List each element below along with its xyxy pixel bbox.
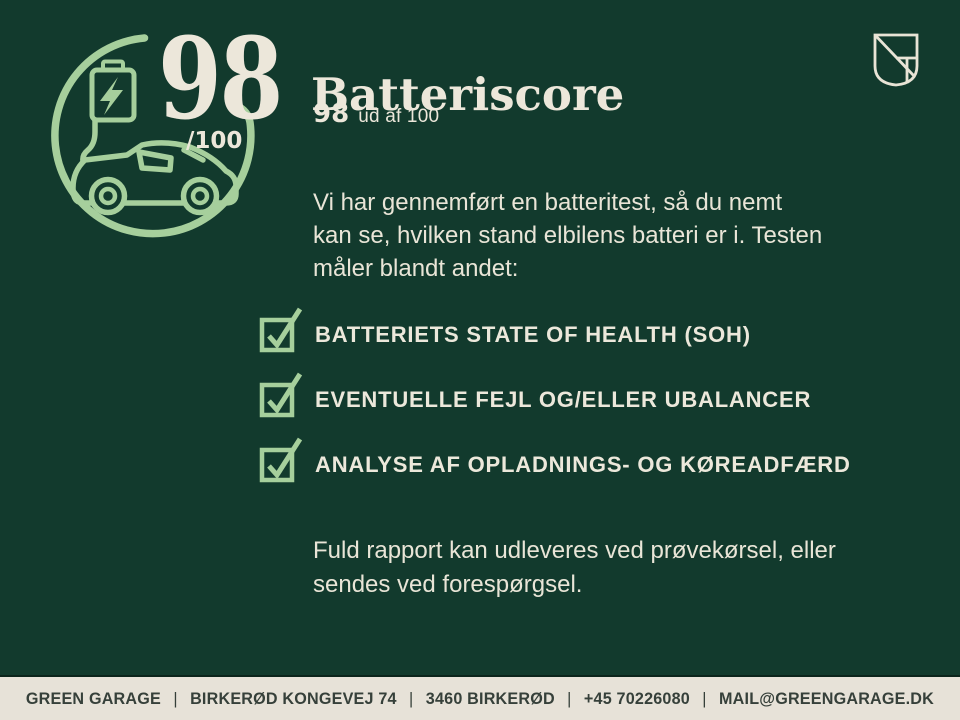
- green-garage-shield-logo-icon: [873, 33, 919, 87]
- checklist-item: ANALYSE AF OPLADNINGS- OG KØREADFÆRD: [259, 433, 851, 485]
- checked-checkbox-icon: [259, 372, 303, 418]
- battery-icon: [89, 59, 137, 123]
- checklist-item-label: ANALYSE AF OPLADNINGS- OG KØREADFÆRD: [315, 452, 851, 477]
- intro-line: måler blandt andet:: [313, 255, 519, 282]
- footer-separator: |: [567, 688, 572, 708]
- footer-city: 3460 BIRKERØD: [425, 688, 555, 708]
- circle-arc: [51, 34, 255, 238]
- intro-line: Vi har gennemført en batteritest, så du …: [313, 189, 783, 216]
- footer-separator: |: [702, 688, 707, 708]
- checked-checkbox-icon: [259, 307, 303, 353]
- checklist-item-label: BATTERIETS STATE OF HEALTH (SOH): [315, 322, 751, 347]
- footer-company: GREEN GARAGE: [25, 688, 162, 708]
- score-value-large: 98: [158, 14, 283, 145]
- checklist-item-label: EVENTUELLE FEJL OG/ELLER UBALANCER: [315, 387, 812, 412]
- footer-separator: |: [173, 688, 178, 708]
- footer-bar: GREEN GARAGE | BIRKERØD KONGEVEJ 74 | 34…: [0, 675, 960, 720]
- checked-checkbox-icon: [259, 437, 303, 483]
- page-title: Batteriscore: [311, 68, 625, 122]
- ev-car-battery-circle-icon: [51, 34, 255, 238]
- footer-email: MAIL@GREENGARAGE.DK: [719, 688, 935, 708]
- footer-phone: +45 70226080: [583, 688, 690, 708]
- charging-cable: [80, 117, 98, 164]
- intro-line: kan se, hvilken stand elbilens batteri e…: [313, 222, 823, 249]
- outro-line: Fuld rapport kan udleveres ved prøvekørs…: [313, 537, 836, 564]
- footer-separator: |: [409, 688, 414, 708]
- outro-text: Fuld rapport kan udleveres ved prøvekørs…: [313, 534, 836, 602]
- footer-address: BIRKERØD KONGEVEJ 74: [190, 688, 397, 708]
- outro-line: sendes ved forespørgsel.: [313, 571, 583, 598]
- checklist: BATTERIETS STATE OF HEALTH (SOH) EVENTUE…: [259, 303, 851, 498]
- car-icon: [70, 140, 239, 216]
- score-denominator: /100: [186, 128, 243, 154]
- intro-text: Vi har gennemført en batteritest, så du …: [313, 186, 822, 285]
- score-summary-value: 98: [313, 99, 350, 129]
- checklist-item: EVENTUELLE FEJL OG/ELLER UBALANCER: [259, 368, 851, 420]
- checklist-item: BATTERIETS STATE OF HEALTH (SOH): [259, 303, 851, 355]
- score-summary: 98 ud af 100: [313, 99, 439, 129]
- footer-contact-line: GREEN GARAGE | BIRKERØD KONGEVEJ 74 | 34…: [26, 689, 934, 709]
- score-summary-suffix: ud af 100: [358, 106, 440, 127]
